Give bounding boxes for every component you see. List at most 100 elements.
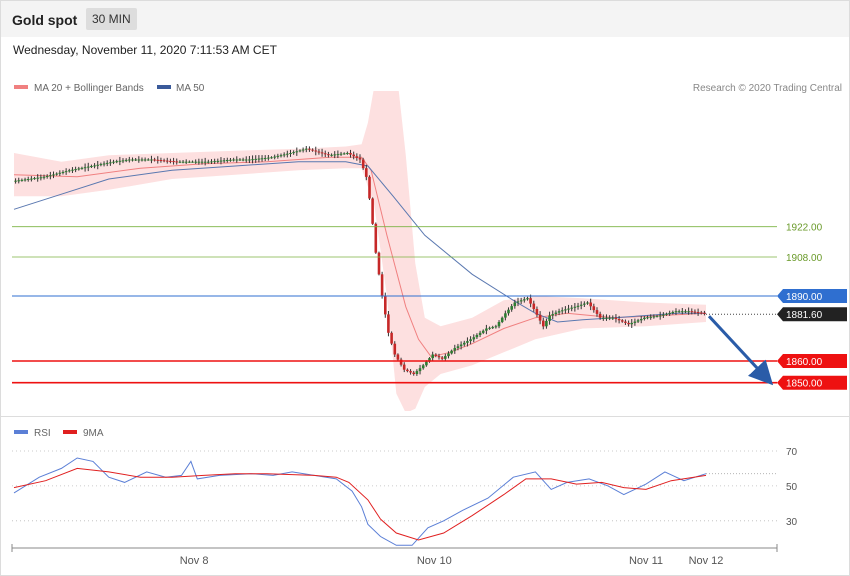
candle-up [415, 371, 419, 374]
candle-down [349, 153, 352, 155]
candle-up [64, 171, 68, 173]
candle-down [159, 160, 163, 161]
candle-up [137, 159, 141, 161]
level-label: 1881.60 [786, 310, 823, 321]
candle-down [393, 343, 397, 355]
candle-up [570, 307, 573, 309]
candle-up [510, 306, 513, 310]
candle-up [39, 177, 43, 179]
candle-up [241, 159, 245, 161]
candle-up [339, 153, 343, 155]
candle-up [564, 309, 567, 311]
candle-up [342, 153, 346, 155]
candle-up [665, 313, 668, 315]
legend-label-ma50: MA 50 [176, 83, 205, 94]
timeframe-badge[interactable]: 30 MIN [86, 8, 137, 30]
candle-up [573, 306, 577, 308]
candle-up [557, 311, 561, 313]
candle-up [128, 159, 131, 161]
candle-down [308, 148, 311, 150]
candle-down [440, 357, 444, 359]
candle-down [624, 321, 627, 323]
rsi-line [13, 457, 707, 546]
candle-up [687, 311, 690, 313]
candle-up [26, 179, 30, 180]
candle-up [109, 162, 112, 164]
candle-up [121, 160, 125, 162]
level-tag-support [777, 375, 847, 390]
candle-down [371, 198, 374, 224]
candle-up [17, 180, 20, 182]
level-label: 1850.00 [786, 379, 823, 390]
ma50-line [13, 161, 706, 323]
candle-up [330, 154, 333, 156]
candle-down [355, 156, 359, 158]
candle-down [380, 274, 384, 296]
timestamp: Wednesday, November 11, 2020 7:11:53 AM … [13, 43, 277, 57]
candle-up [336, 154, 340, 156]
candle-up [200, 161, 204, 163]
candle-up [184, 161, 188, 163]
candle-up [478, 332, 482, 335]
candle-up [668, 312, 671, 314]
candle-up [583, 303, 586, 305]
candle-down [617, 319, 621, 321]
candle-up [605, 317, 608, 319]
legend-swatch-9ma [63, 430, 77, 434]
candle-down [693, 311, 697, 313]
level-tag-pivot [777, 289, 847, 303]
candle-down [320, 152, 324, 154]
candle-down [175, 161, 178, 163]
candle-up [475, 335, 479, 338]
rsi-tick-label: 70 [786, 447, 798, 458]
candle-up [102, 163, 106, 165]
candle-down [434, 354, 438, 356]
candle-up [42, 176, 46, 178]
candle-up [118, 160, 122, 162]
candle-up [485, 328, 488, 331]
candle-up [188, 161, 191, 163]
candle-down [703, 312, 706, 314]
candle-up [444, 356, 447, 359]
candle-up [260, 158, 264, 160]
instrument-title: Gold spot [12, 12, 78, 28]
candle-up [68, 170, 71, 172]
candle-up [560, 310, 564, 312]
candle-down [169, 160, 172, 162]
chart-header: Gold spot 30 MIN [1, 1, 849, 37]
candle-up [611, 317, 615, 319]
candle-up [248, 159, 251, 161]
candle-up [504, 313, 507, 318]
legend-label-9ma: 9MA [83, 428, 104, 439]
candle-up [112, 161, 115, 163]
candle-up [301, 149, 305, 151]
x-tick-label: Nov 12 [689, 555, 724, 567]
candle-up [219, 160, 223, 162]
candle-up [481, 330, 485, 333]
candle-up [671, 312, 675, 313]
candle-up [305, 148, 308, 150]
candle-down [399, 359, 403, 365]
candle-up [140, 159, 144, 161]
candle-up [643, 317, 646, 319]
candle-down [406, 369, 409, 372]
candle-up [545, 320, 548, 327]
candle-up [463, 342, 466, 345]
candle-up [71, 169, 74, 171]
candle-down [690, 311, 694, 313]
candle-up [30, 178, 33, 180]
candle-up [45, 176, 49, 177]
candle-down [323, 153, 327, 155]
bollinger-band [14, 91, 706, 411]
candle-up [191, 161, 194, 163]
candle-up [210, 161, 213, 163]
candle-up [516, 301, 520, 303]
candle-up [267, 157, 270, 159]
candle-down [614, 317, 618, 319]
candle-up [630, 322, 633, 325]
candle-up [14, 180, 17, 182]
candle-down [598, 313, 602, 318]
candle-down [361, 159, 365, 169]
level-label: 1922.00 [786, 223, 823, 234]
